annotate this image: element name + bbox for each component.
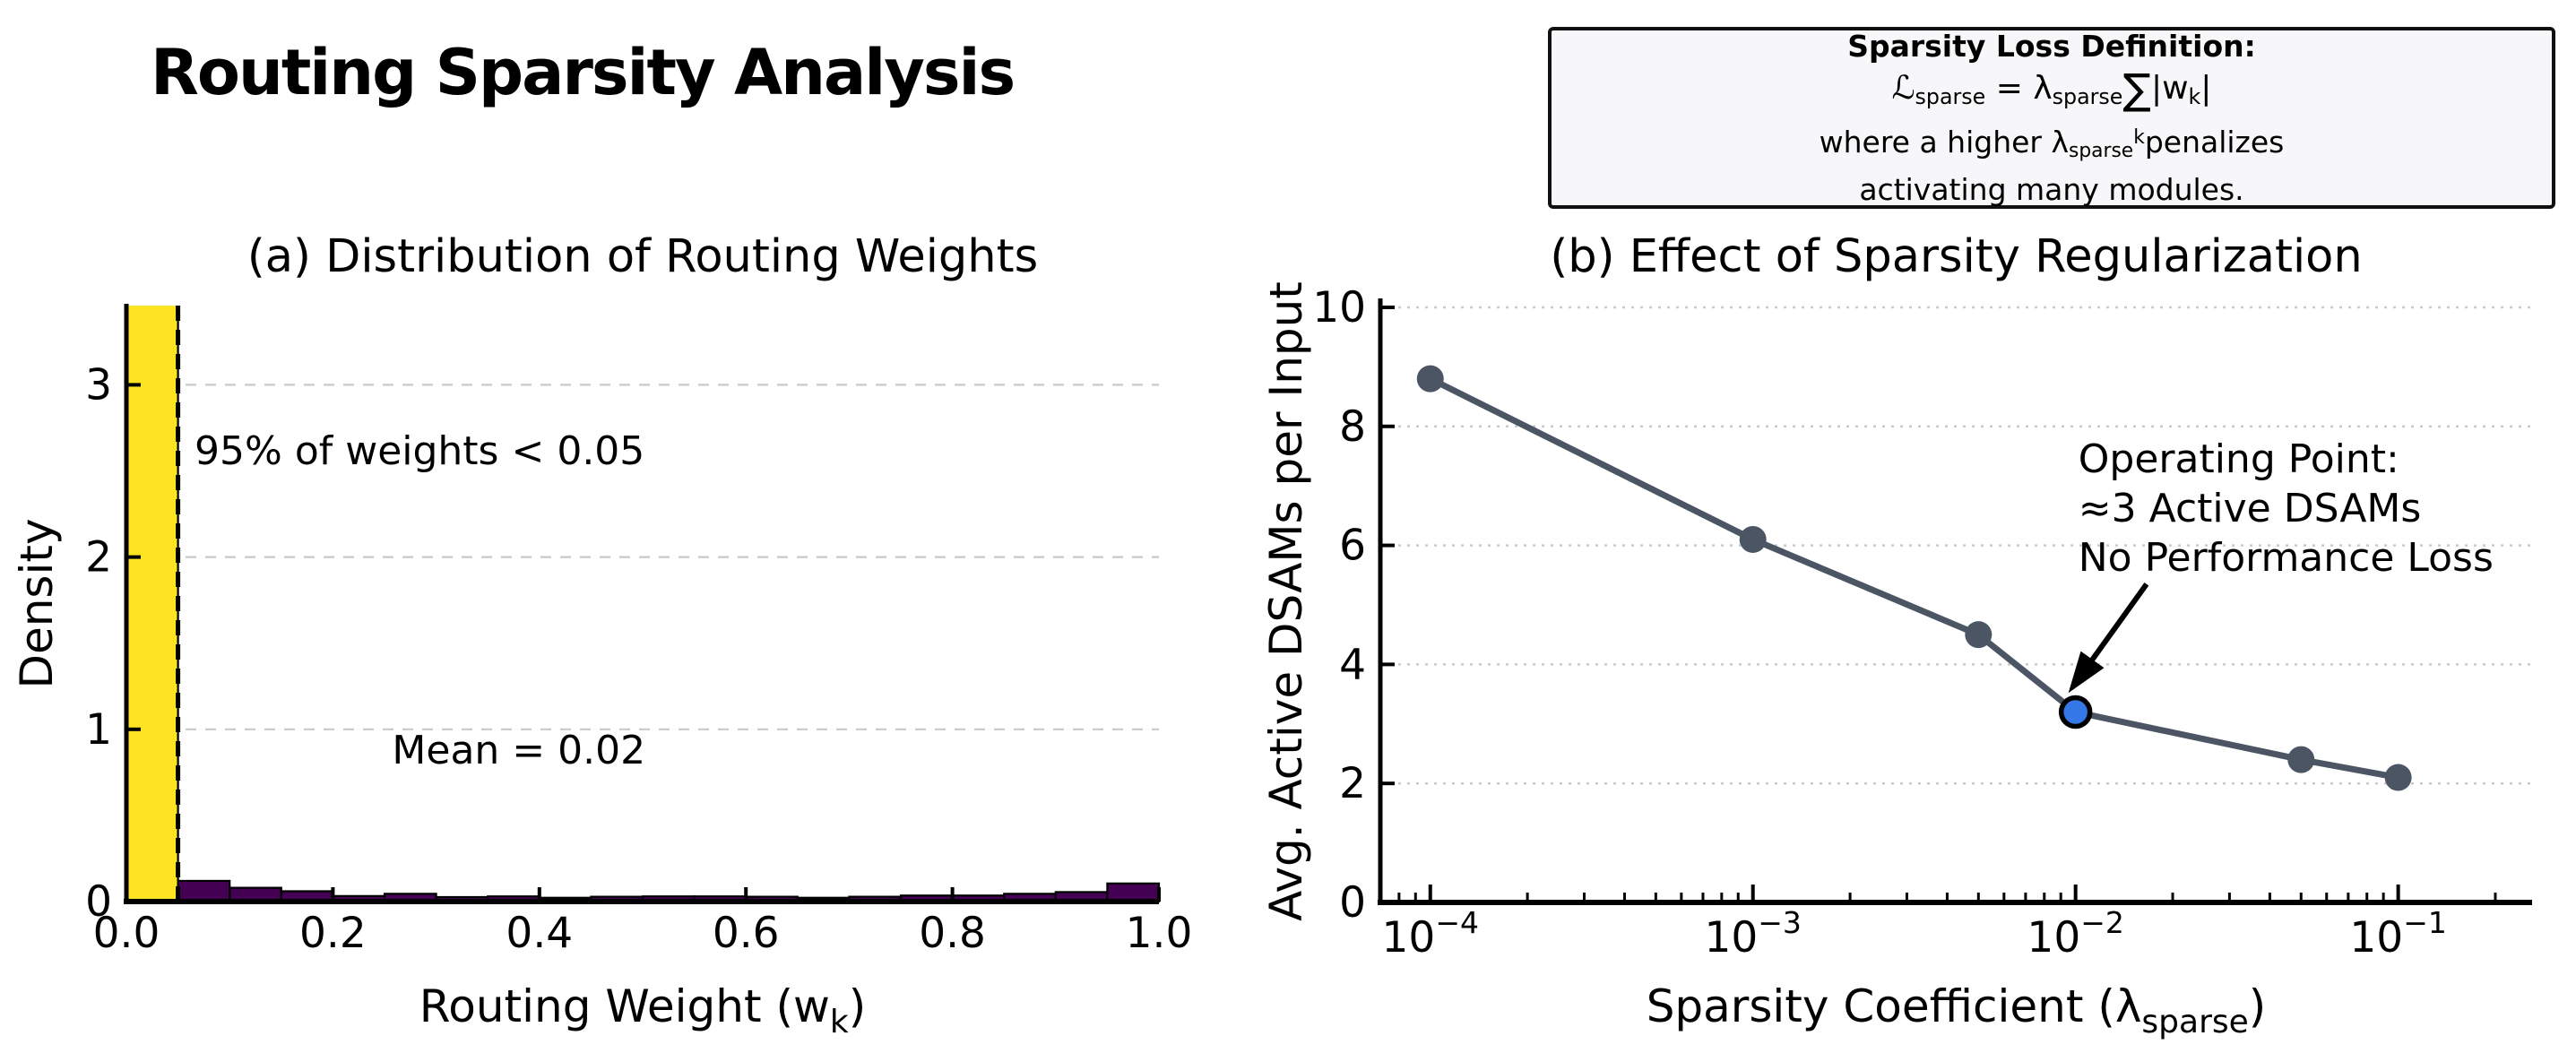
x-tick-label: 0.4 [506, 909, 573, 958]
x-tick-label: 10−3 [1704, 905, 1801, 962]
x-tick-label: 0.6 [713, 909, 780, 958]
y-tick-label: 0 [1339, 878, 1366, 928]
formula-lambda-subscript: sparse [2052, 84, 2123, 110]
x-tick-label: 10−1 [2349, 905, 2446, 962]
x-tick-label: 0.2 [299, 909, 367, 958]
annotation-arrowhead [2068, 651, 2105, 694]
x-tick-label: 0.0 [93, 909, 160, 958]
sparsity-loss-definition-box: Sparsity Loss Definition: ℒsparse = λspa… [1548, 27, 2555, 209]
y-tick-label: 0 [85, 877, 112, 927]
data-point-marker [2384, 764, 2412, 791]
formula-L-subscript: sparse [1915, 84, 1986, 110]
y-tick-label: 2 [1339, 759, 1366, 808]
definition-box-title: Sparsity Loss Definition: [1847, 29, 2256, 65]
operating-point-marker [2058, 695, 2093, 729]
panel-b-ylabel: Avg. Active DSAMs per Input [1260, 281, 1312, 921]
y-tick-label: 3 [85, 360, 112, 410]
annotation-arrow [2085, 582, 2149, 669]
data-point-marker [1965, 621, 1993, 649]
hist-bar [125, 306, 179, 904]
panel-a-annotation: 95% of weights < 0.05 [194, 428, 644, 474]
hist-bar [177, 879, 231, 903]
definition-box-line3: where a higher λsparsekpenalizes [1820, 119, 2285, 170]
y-tick-label: 4 [1339, 640, 1366, 689]
panel-a-histogram: 0.0 0.2 0.4 0.6 0.8 1.0 0 1 2 3 (a) Distribution o… [11, 230, 1192, 1040]
line-series [1427, 375, 2402, 781]
x-tick-label: 10−4 [1382, 905, 1479, 962]
definition-box-line4: activating many modules. [1859, 171, 2244, 207]
panel-b-linechart: 10−4 10−3 10−2 10−1 0 2 4 6 8 10 (b) Effect of Spa… [1260, 230, 2532, 1040]
operating-point-annotation: ≈3 Active DSAMs [2079, 486, 2422, 531]
y-tick-label: 8 [1339, 402, 1366, 452]
data-point-marker [2287, 746, 2315, 773]
x-tick-label: 1.0 [1126, 909, 1193, 958]
operating-point-annotation: No Performance Loss [2079, 535, 2494, 581]
line3-text: where a higher λ [1819, 125, 2070, 160]
y-tick-label: 6 [1339, 522, 1366, 571]
panel-a-annotation: Mean = 0.02 [392, 728, 645, 773]
line3-lambda-subscript: sparse [2069, 140, 2134, 163]
figure-title: Routing Sparsity Analysis [151, 36, 1016, 109]
formula-weight-term: |w [2150, 70, 2189, 108]
sparsity-loss-formula: ℒsparse = λsparse∑|wk| [1892, 66, 2212, 119]
x-tick-label: 0.8 [919, 909, 986, 958]
formula-sum-symbol: ∑ [2122, 66, 2151, 116]
line3-text-end: penalizes [2144, 125, 2285, 160]
hist-bar [1106, 882, 1161, 903]
formula-close-bar: | [2200, 70, 2212, 108]
data-point-marker [1416, 365, 1444, 393]
panel-a-ylabel: Density [11, 518, 63, 688]
panel-b-xlabel: Sparsity Coefficient (λsparse) [1647, 980, 2267, 1040]
formula-script-L: ℒ [1891, 70, 1915, 108]
y-tick-label: 10 [1312, 283, 1366, 332]
operating-point-annotation: Operating Point: [2079, 436, 2399, 482]
histogram-bars [125, 306, 1161, 904]
y-tick-label: 2 [85, 533, 112, 583]
panel-a-xlabel: Routing Weight (wk) [419, 980, 866, 1040]
line3-sum-index-k: k [2133, 126, 2145, 150]
y-tick-label: 1 [85, 705, 112, 755]
panel-a-title: (a) Distribution of Routing Weights [247, 230, 1038, 283]
data-point-marker [1739, 525, 1767, 553]
formula-equals-lambda: = λ [1985, 70, 2053, 108]
panel-b-title: (b) Effect of Sparsity Regularization [1550, 230, 2362, 283]
x-tick-label: 10−2 [2027, 905, 2123, 962]
formula-weight-subscript: k [2188, 84, 2201, 110]
